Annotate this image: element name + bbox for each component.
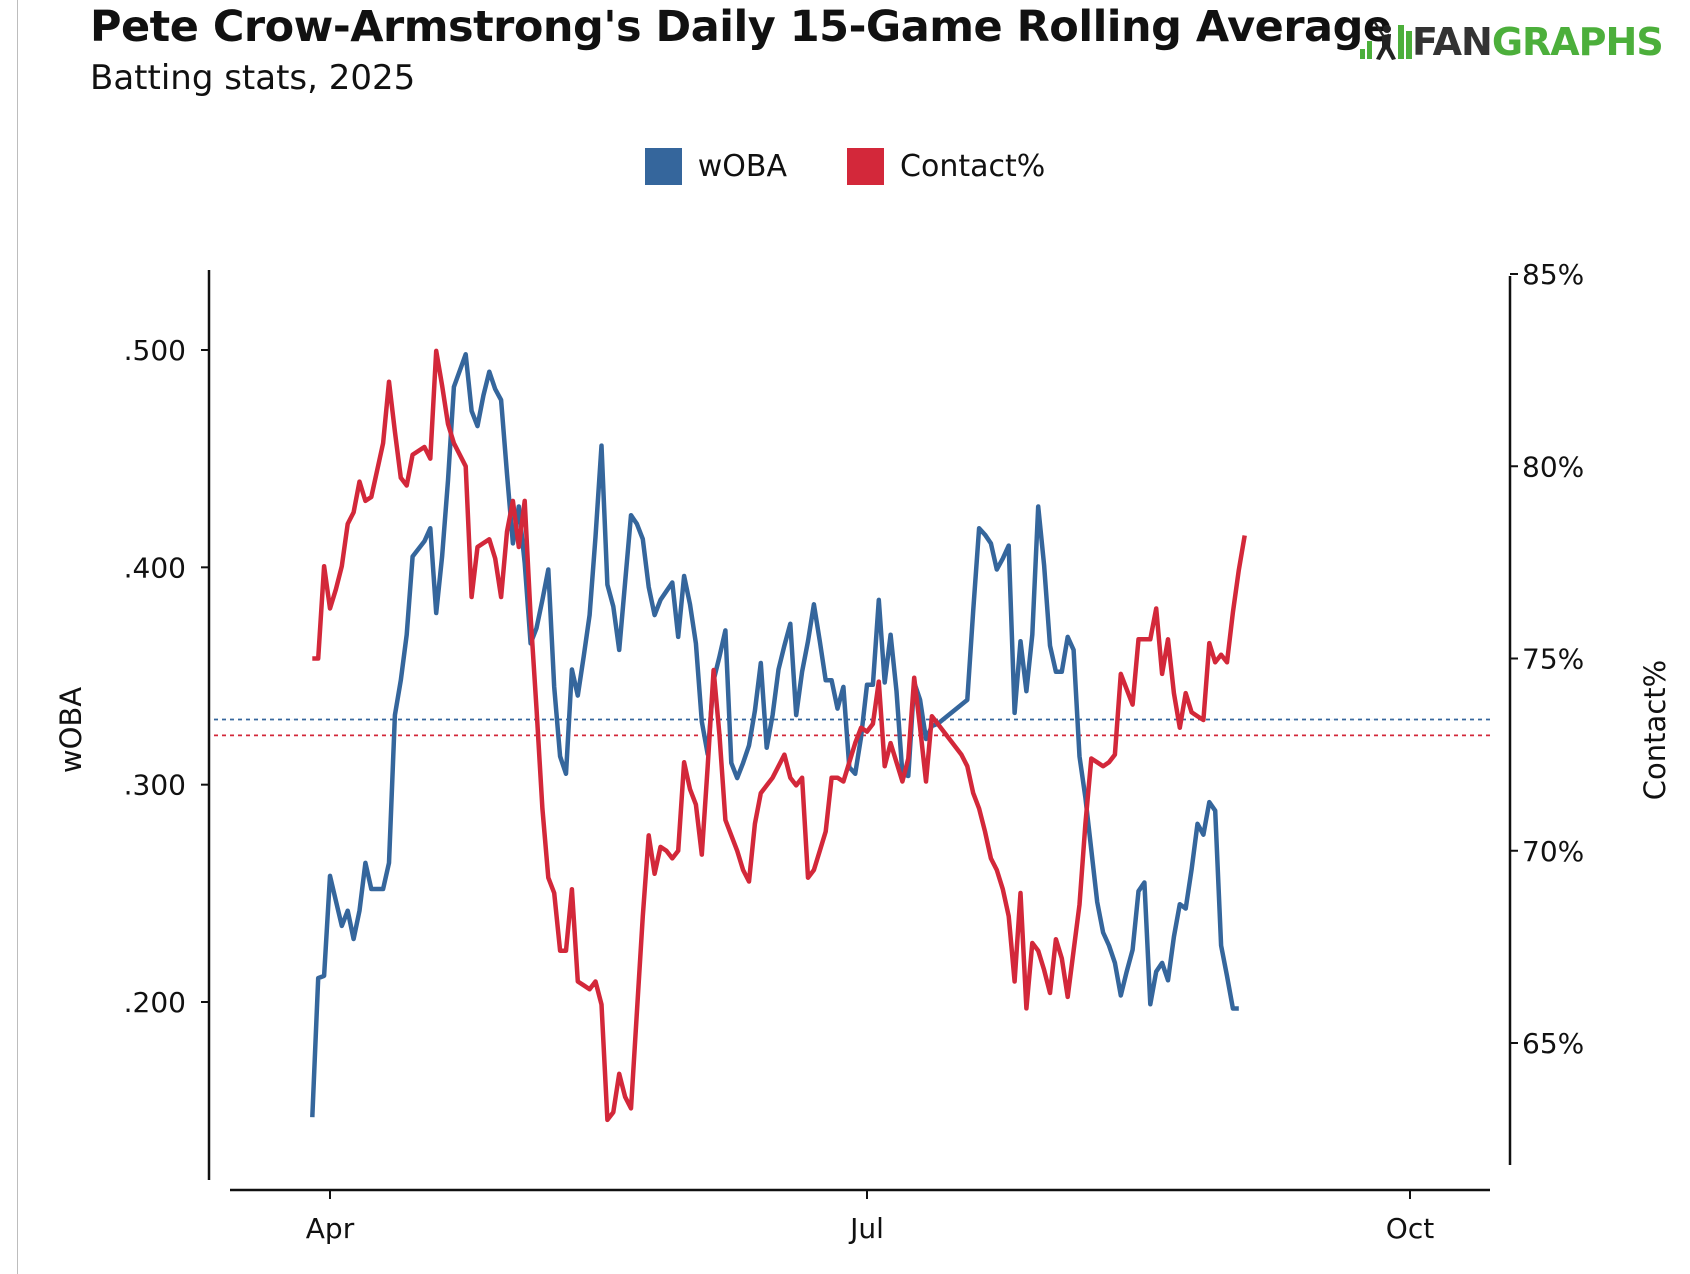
left-frame-border bbox=[17, 0, 18, 1274]
reference-lines-layer bbox=[214, 718, 1490, 737]
right-y-axis-title: Contact% bbox=[1638, 660, 1672, 800]
x-tick-label: Jul bbox=[848, 1212, 884, 1245]
series-layer bbox=[310, 348, 1247, 1123]
x-tick-label: Apr bbox=[306, 1212, 355, 1245]
logo-text-fan: FAN bbox=[1412, 20, 1493, 64]
right-y-tick-label: 70% bbox=[1522, 835, 1584, 868]
contact-series-line bbox=[312, 348, 1247, 1123]
legend-item-contact[interactable]: Contact% bbox=[847, 148, 1045, 185]
x-tick-label: Oct bbox=[1386, 1212, 1434, 1245]
logo-text-graphs: GRAPHS bbox=[1491, 20, 1664, 64]
legend-swatch-woba bbox=[644, 148, 682, 185]
left-y-tick-label: .200 bbox=[124, 986, 186, 1019]
left-y-tick-label: .400 bbox=[124, 551, 186, 584]
chart-subtitle: Batting stats, 2025 bbox=[90, 58, 416, 98]
right-y-tick-label: 80% bbox=[1522, 450, 1584, 483]
right-y-tick-label: 85% bbox=[1522, 258, 1584, 291]
chart-legend: wOBA Contact% bbox=[0, 148, 1690, 185]
logo-wordmark: FANGRAPHS bbox=[1412, 20, 1664, 64]
left-y-tick-label: .300 bbox=[124, 769, 186, 802]
fangraphs-logo[interactable]: FANGRAPHS bbox=[1360, 18, 1664, 66]
right-y-tick-label: 75% bbox=[1522, 643, 1584, 676]
left-y-axis-title: wOBA bbox=[54, 687, 88, 773]
chart-title: Pete Crow-Armstrong's Daily 15-Game Roll… bbox=[90, 2, 1392, 52]
axes-layer: .200 .300 .400 .500 65% 70% 75% 80% 85% Apr Jul Oct… bbox=[54, 258, 1672, 1245]
woba-series-line bbox=[310, 352, 1239, 1118]
left-y-tick-label: .500 bbox=[124, 334, 186, 367]
batter-icon bbox=[1360, 20, 1412, 60]
legend-swatch-contact bbox=[847, 148, 885, 185]
legend-item-woba[interactable]: wOBA bbox=[644, 148, 788, 185]
right-y-tick-label: 65% bbox=[1522, 1027, 1584, 1060]
legend-label-woba: wOBA bbox=[697, 149, 788, 184]
legend-label-contact: Contact% bbox=[900, 149, 1046, 184]
